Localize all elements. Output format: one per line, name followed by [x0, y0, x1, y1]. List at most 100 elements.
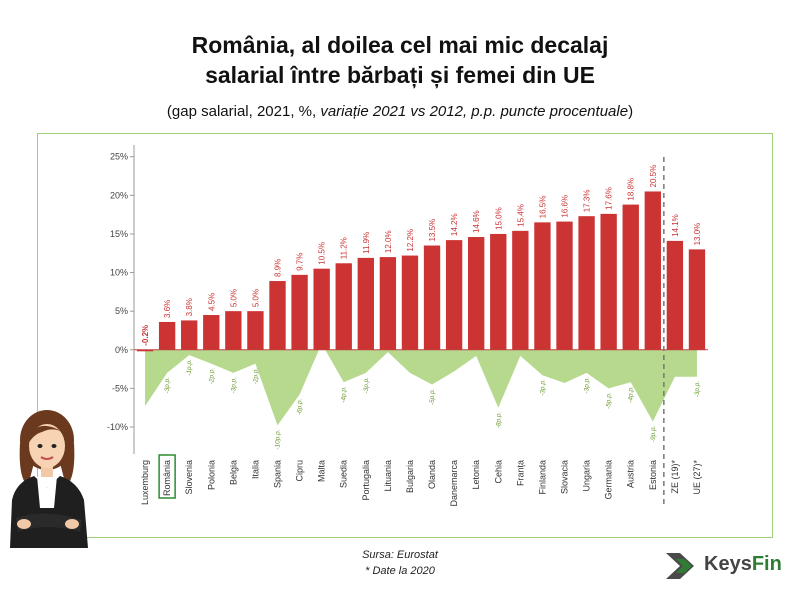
bar [512, 230, 529, 350]
bar-value-label: 8.9% [274, 259, 283, 277]
bar [556, 221, 573, 350]
category-label: Lituania [383, 460, 393, 492]
bar [247, 311, 264, 350]
bar [203, 315, 220, 350]
change-pp-label: -3p.p. [584, 377, 591, 394]
bar [335, 263, 352, 350]
change-pp-label: -3p.p. [539, 379, 546, 396]
bar-value-label: 5.0% [229, 289, 238, 307]
bar [379, 257, 397, 350]
chart-title: România, al doilea cel mai mic decalaj s… [0, 30, 800, 90]
category-label: Belgia [228, 460, 238, 485]
bar-value-label: 12.2% [406, 229, 415, 252]
category-label: Cipru [295, 460, 305, 482]
category-label: UE (27)* [692, 460, 702, 495]
change-pp-label: -3p.p. [230, 377, 237, 394]
y-tick-label: -10% [107, 422, 128, 432]
bar [578, 216, 595, 350]
change-pp-label: -1p.p. [186, 359, 193, 376]
bar [644, 191, 661, 350]
y-tick-label: 25% [110, 152, 128, 162]
y-tick-label: 10% [110, 268, 128, 278]
bar-value-label: 15.0% [494, 207, 503, 230]
change-pp-label: -3p.p. [164, 377, 171, 394]
bar [313, 268, 330, 350]
category-label: Malta [317, 460, 327, 482]
change-pp-label: -2p.p. [252, 367, 259, 384]
category-label: Slovenia [184, 460, 194, 495]
category-label: Portugalia [361, 460, 371, 501]
bar [468, 237, 485, 350]
change-pp-label: -4p.p. [341, 386, 348, 403]
category-label: România [162, 460, 172, 496]
data-year-note: * Date la 2020 [365, 565, 435, 577]
category-label: Letonia [471, 460, 481, 490]
bar [622, 204, 639, 350]
logo-text-accent: Fin [751, 553, 782, 575]
category-label: Suedia [339, 460, 349, 488]
bar [357, 257, 374, 350]
y-tick-label: 5% [115, 306, 128, 316]
change-pp-label: -2p.p. [208, 367, 215, 384]
change-pp-label: -9p.p. [650, 425, 657, 442]
logo-text-main: Keys [704, 553, 752, 575]
category-label: ZE (19)* [670, 460, 680, 494]
category-label: Estonia [648, 460, 658, 490]
source-note: Sursa: Eurostat * Date la 2020 [300, 547, 500, 579]
category-label: Danemarca [449, 460, 459, 507]
subtitle-plain: (gap salarial, 2021, %, [166, 103, 321, 120]
bar-value-label: 11.9% [362, 232, 371, 254]
y-tick-label: 0% [115, 345, 128, 355]
bar-value-label: 18.8% [627, 178, 636, 201]
change-pp-label: -5p.p. [606, 392, 613, 409]
category-label: Olanda [427, 460, 437, 489]
category-label: Spania [273, 460, 283, 488]
change-pp-label: -4p.p. [628, 386, 635, 403]
change-pp-label: -3p.p. [694, 381, 701, 398]
category-label: Cehia [493, 460, 503, 484]
bar-value-label: 20.5% [649, 165, 658, 188]
category-label: Slovacia [560, 460, 570, 494]
bar [688, 249, 706, 350]
category-label: Finlanda [537, 460, 547, 495]
category-label: Austria [626, 460, 636, 488]
bar [600, 213, 617, 350]
bar [423, 245, 441, 350]
bar [490, 233, 507, 350]
bar [181, 320, 198, 350]
source-line: Sursa: Eurostat [362, 549, 438, 561]
category-label: Luxemburg [140, 460, 150, 505]
bar-value-label: 16.5% [538, 196, 547, 219]
bar [401, 255, 419, 350]
businesswoman-icon [10, 410, 88, 548]
bar [666, 240, 684, 350]
bar [534, 222, 551, 350]
title-line-1: România, al doilea cel mai mic decalaj [191, 32, 609, 58]
keysfin-chevron-icon [666, 553, 694, 579]
bar [445, 240, 463, 350]
change-pp-label: -8p.p. [495, 411, 502, 428]
bar-value-label: 3.8% [185, 298, 194, 316]
bar-value-label: 5.0% [251, 289, 260, 307]
bar-value-label: 9.7% [296, 253, 305, 271]
title-line-2: salarial între bărbați și femei din UE [205, 62, 595, 88]
subtitle-close: ) [628, 103, 634, 120]
bar [269, 281, 286, 350]
bar-value-label: 16.6% [561, 195, 570, 218]
y-tick-label: -5% [112, 383, 128, 393]
bar-value-label: 12.0% [384, 230, 393, 253]
chart-subtitle: (gap salarial, 2021, %, variație 2021 vs… [0, 103, 800, 120]
bar-value-label: 13.5% [428, 219, 437, 242]
bar-value-label: 14.6% [472, 210, 481, 233]
logo-text: KeysFin [704, 553, 782, 576]
change-area [145, 343, 697, 426]
y-tick-label: 15% [110, 229, 128, 239]
bar-chart: 25% 20% 15% 10% 5% 0% -5% -10% -0.2% Luxemburg 3.6… [107, 145, 708, 507]
bar-value-label: 13.0% [693, 223, 702, 246]
change-pp-label: -3p.p. [363, 377, 370, 394]
bar-value-label: 3.6% [163, 300, 172, 318]
bar-value-label: 14.2% [450, 213, 459, 236]
y-tick-label: 20% [110, 190, 128, 200]
highlight-box [158, 454, 176, 499]
bar-value-label: 17.6% [605, 187, 614, 210]
